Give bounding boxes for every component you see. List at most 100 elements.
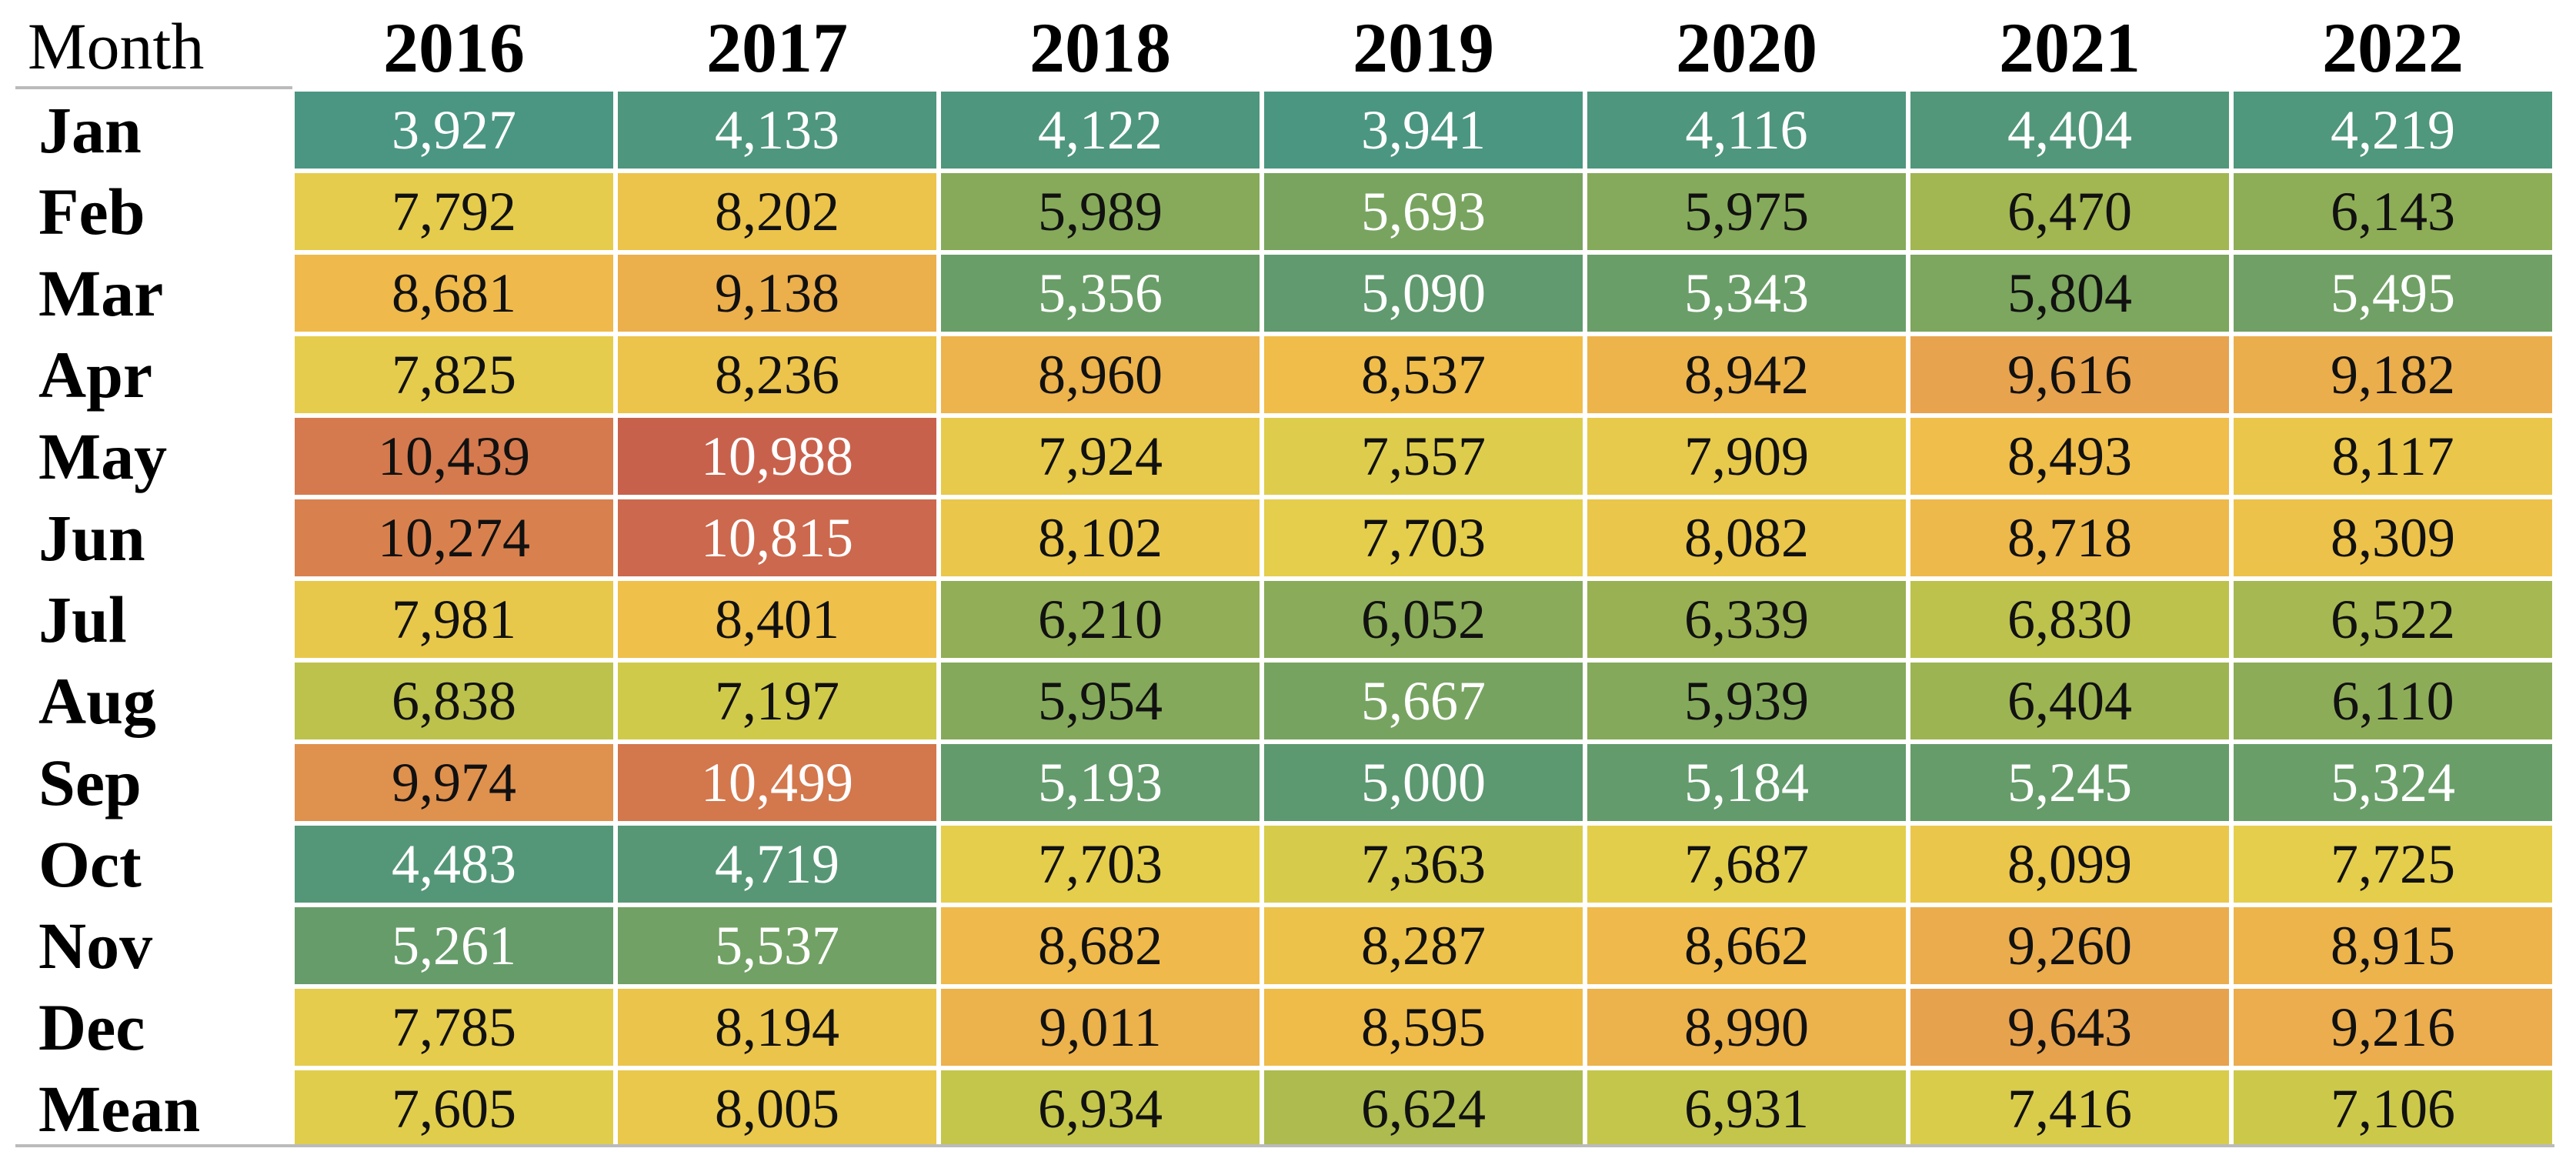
value-cell: 7,792 bbox=[292, 171, 616, 252]
value-cell: 9,216 bbox=[2231, 986, 2554, 1068]
value-cell: 6,838 bbox=[292, 660, 616, 742]
value-cell: 7,924 bbox=[939, 416, 1262, 497]
value-cell: 7,416 bbox=[1908, 1068, 2231, 1150]
value-cell: 8,915 bbox=[2231, 905, 2554, 986]
value-cell: 8,082 bbox=[1585, 497, 1908, 579]
value-cell: 5,356 bbox=[939, 252, 1262, 334]
value-cell: 5,667 bbox=[1262, 660, 1585, 742]
value-cell: 6,522 bbox=[2231, 579, 2554, 660]
bottom-rule bbox=[15, 1144, 2554, 1147]
header-year: 2017 bbox=[706, 8, 848, 87]
value-cell: 7,197 bbox=[616, 660, 939, 742]
value-cell: 7,687 bbox=[1585, 823, 1908, 905]
value-cell: 8,990 bbox=[1585, 986, 1908, 1068]
value-cell: 8,401 bbox=[616, 579, 939, 660]
row-label: Oct bbox=[38, 827, 142, 901]
value-cell: 7,785 bbox=[292, 986, 616, 1068]
value-cell: 8,309 bbox=[2231, 497, 2554, 579]
header-year: 2018 bbox=[1029, 8, 1171, 87]
value-cell: 6,210 bbox=[939, 579, 1262, 660]
value-cell: 4,719 bbox=[616, 823, 939, 905]
value-cell: 8,681 bbox=[292, 252, 616, 334]
value-cell: 5,324 bbox=[2231, 742, 2554, 823]
value-cell: 6,110 bbox=[2231, 660, 2554, 742]
value-cell: 8,202 bbox=[616, 171, 939, 252]
value-cell: 9,182 bbox=[2231, 334, 2554, 416]
value-cell: 10,274 bbox=[292, 497, 616, 579]
value-cell: 8,942 bbox=[1585, 334, 1908, 416]
row-label: Sep bbox=[38, 746, 142, 820]
value-cell: 5,954 bbox=[939, 660, 1262, 742]
value-cell: 5,804 bbox=[1908, 252, 2231, 334]
value-cell: 7,725 bbox=[2231, 823, 2554, 905]
row-label: Feb bbox=[38, 175, 145, 249]
row-label: Aug bbox=[38, 664, 156, 738]
row-label: Apr bbox=[38, 338, 153, 412]
header-year: 2020 bbox=[1676, 8, 1817, 87]
value-cell: 8,493 bbox=[1908, 416, 2231, 497]
value-cell: 5,975 bbox=[1585, 171, 1908, 252]
value-cell: 5,193 bbox=[939, 742, 1262, 823]
value-cell: 8,236 bbox=[616, 334, 939, 416]
value-cell: 6,830 bbox=[1908, 579, 2231, 660]
value-cell: 7,557 bbox=[1262, 416, 1585, 497]
value-cell: 5,495 bbox=[2231, 252, 2554, 334]
value-cell: 6,934 bbox=[939, 1068, 1262, 1150]
value-cell: 8,682 bbox=[939, 905, 1262, 986]
value-cell: 9,011 bbox=[939, 986, 1262, 1068]
value-cell: 5,989 bbox=[939, 171, 1262, 252]
value-cell: 8,595 bbox=[1262, 986, 1585, 1068]
value-cell: 6,470 bbox=[1908, 171, 2231, 252]
value-cell: 5,939 bbox=[1585, 660, 1908, 742]
value-cell: 9,643 bbox=[1908, 986, 2231, 1068]
value-cell: 5,000 bbox=[1262, 742, 1585, 823]
row-label: Jun bbox=[38, 501, 145, 575]
value-cell: 5,261 bbox=[292, 905, 616, 986]
value-cell: 4,122 bbox=[939, 89, 1262, 171]
value-cell: 10,499 bbox=[616, 742, 939, 823]
value-cell: 8,005 bbox=[616, 1068, 939, 1150]
value-cell: 8,099 bbox=[1908, 823, 2231, 905]
value-cell: 5,184 bbox=[1585, 742, 1908, 823]
header-month: Month bbox=[15, 6, 292, 89]
header-year: 2019 bbox=[1353, 8, 1494, 87]
value-cell: 5,245 bbox=[1908, 742, 2231, 823]
value-cell: 6,143 bbox=[2231, 171, 2554, 252]
value-cell: 6,339 bbox=[1585, 579, 1908, 660]
row-label: Dec bbox=[38, 990, 145, 1064]
value-cell: 10,815 bbox=[616, 497, 939, 579]
value-cell: 7,909 bbox=[1585, 416, 1908, 497]
value-cell: 8,194 bbox=[616, 986, 939, 1068]
value-cell: 7,106 bbox=[2231, 1068, 2554, 1150]
value-cell: 8,537 bbox=[1262, 334, 1585, 416]
value-cell: 8,117 bbox=[2231, 416, 2554, 497]
row-label: Mar bbox=[38, 256, 164, 330]
value-cell: 8,960 bbox=[939, 334, 1262, 416]
value-cell: 5,537 bbox=[616, 905, 939, 986]
value-cell: 10,988 bbox=[616, 416, 939, 497]
value-cell: 5,693 bbox=[1262, 171, 1585, 252]
value-cell: 3,927 bbox=[292, 89, 616, 171]
value-cell: 9,138 bbox=[616, 252, 939, 334]
row-label: Nov bbox=[38, 909, 153, 983]
value-cell: 4,219 bbox=[2231, 89, 2554, 171]
value-cell: 4,404 bbox=[1908, 89, 2231, 171]
value-cell: 8,287 bbox=[1262, 905, 1585, 986]
value-cell: 5,090 bbox=[1262, 252, 1585, 334]
value-cell: 8,662 bbox=[1585, 905, 1908, 986]
heatmap-table: Month 2016 2017 2018 2019 2020 2021 2022 Jan 3,92… bbox=[15, 6, 2554, 1150]
value-cell: 7,605 bbox=[292, 1068, 616, 1150]
value-cell: 8,718 bbox=[1908, 497, 2231, 579]
value-cell: 7,981 bbox=[292, 579, 616, 660]
value-cell: 9,616 bbox=[1908, 334, 2231, 416]
value-cell: 9,974 bbox=[292, 742, 616, 823]
value-cell: 3,941 bbox=[1262, 89, 1585, 171]
value-cell: 4,133 bbox=[616, 89, 939, 171]
value-cell: 6,931 bbox=[1585, 1068, 1908, 1150]
value-cell: 6,624 bbox=[1262, 1068, 1585, 1150]
header-year: 2016 bbox=[383, 8, 525, 87]
value-cell: 9,260 bbox=[1908, 905, 2231, 986]
row-label: Jul bbox=[38, 582, 127, 656]
value-cell: 7,363 bbox=[1262, 823, 1585, 905]
